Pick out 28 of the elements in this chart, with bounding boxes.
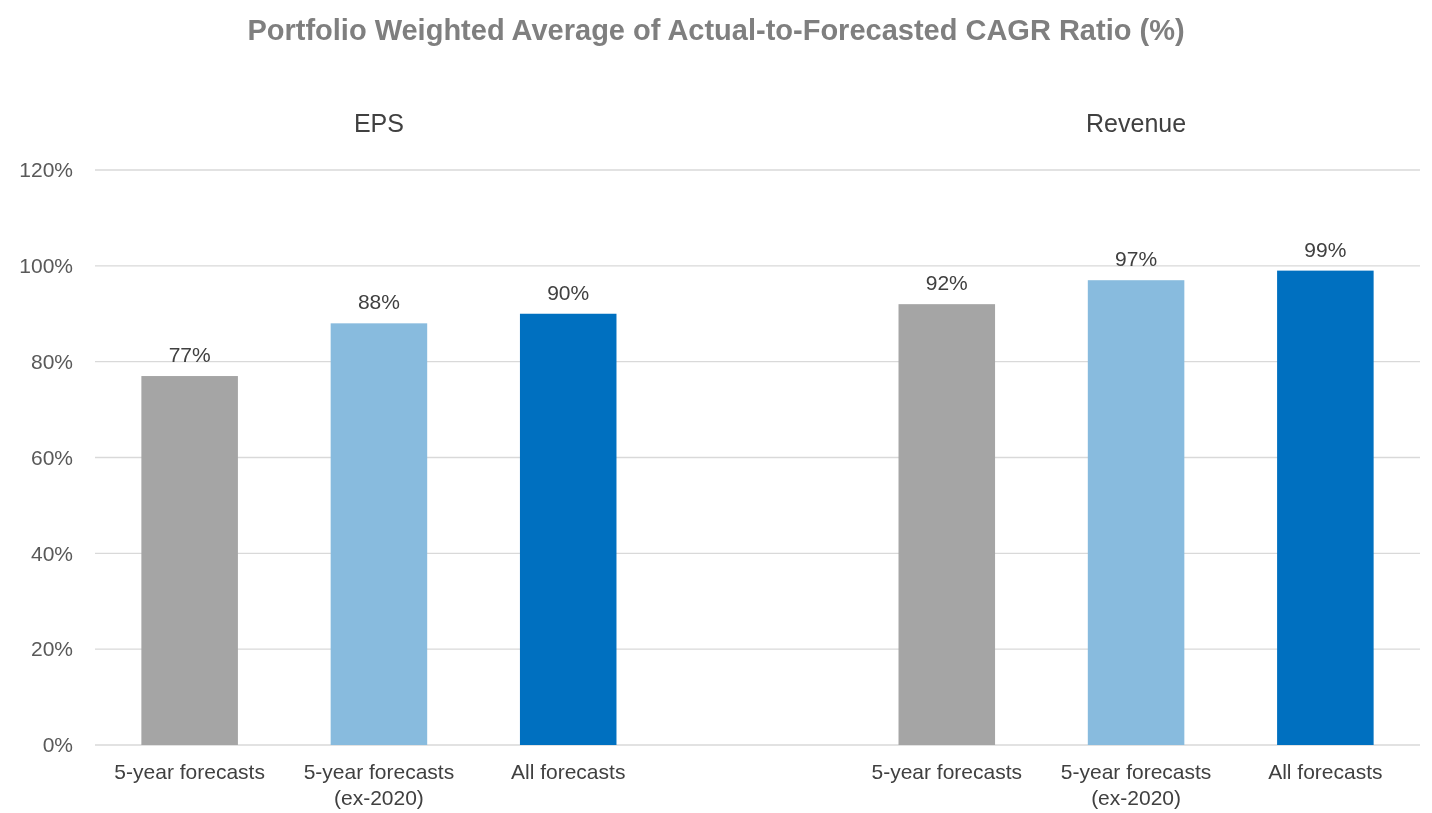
bar [1277,270,1374,745]
bar [519,313,617,745]
y-tick-label: 0% [42,733,73,757]
x-tick-label: 5-year forecasts (ex-2020) [1060,760,1212,809]
x-tick-label: 5-year forecasts [114,760,265,783]
text: EPS [353,109,404,137]
bar [898,304,996,745]
chart-title: Portfolio Weighted Average of Actual-to-Forecasted CAGR Ratio (%) [247,14,1185,46]
data-label: 77% [168,343,211,367]
data-label: 92% [925,271,968,295]
text: Revenue [1086,109,1187,137]
x-tick-label: All forecasts [1268,760,1383,783]
x-tick-label: All forecasts [511,760,626,783]
data-label: 88% [357,290,400,314]
bar [1087,280,1185,745]
data-label: 99% [1304,237,1347,261]
y-tick-label: 40% [30,541,73,565]
bar [330,323,428,745]
y-tick-label: 20% [30,637,73,661]
y-tick-label: 60% [30,445,73,469]
y-tick-label: 100% [19,254,73,278]
y-tick-label: 80% [30,349,73,373]
bar [141,376,238,745]
x-tick-label: 5-year forecasts [871,760,1023,783]
data-label: 90% [547,280,590,304]
x-tick-label: 5-year forecasts (ex-2020) [303,760,455,809]
y-tick-label: 120% [19,158,73,182]
data-label: 97% [1115,247,1158,271]
